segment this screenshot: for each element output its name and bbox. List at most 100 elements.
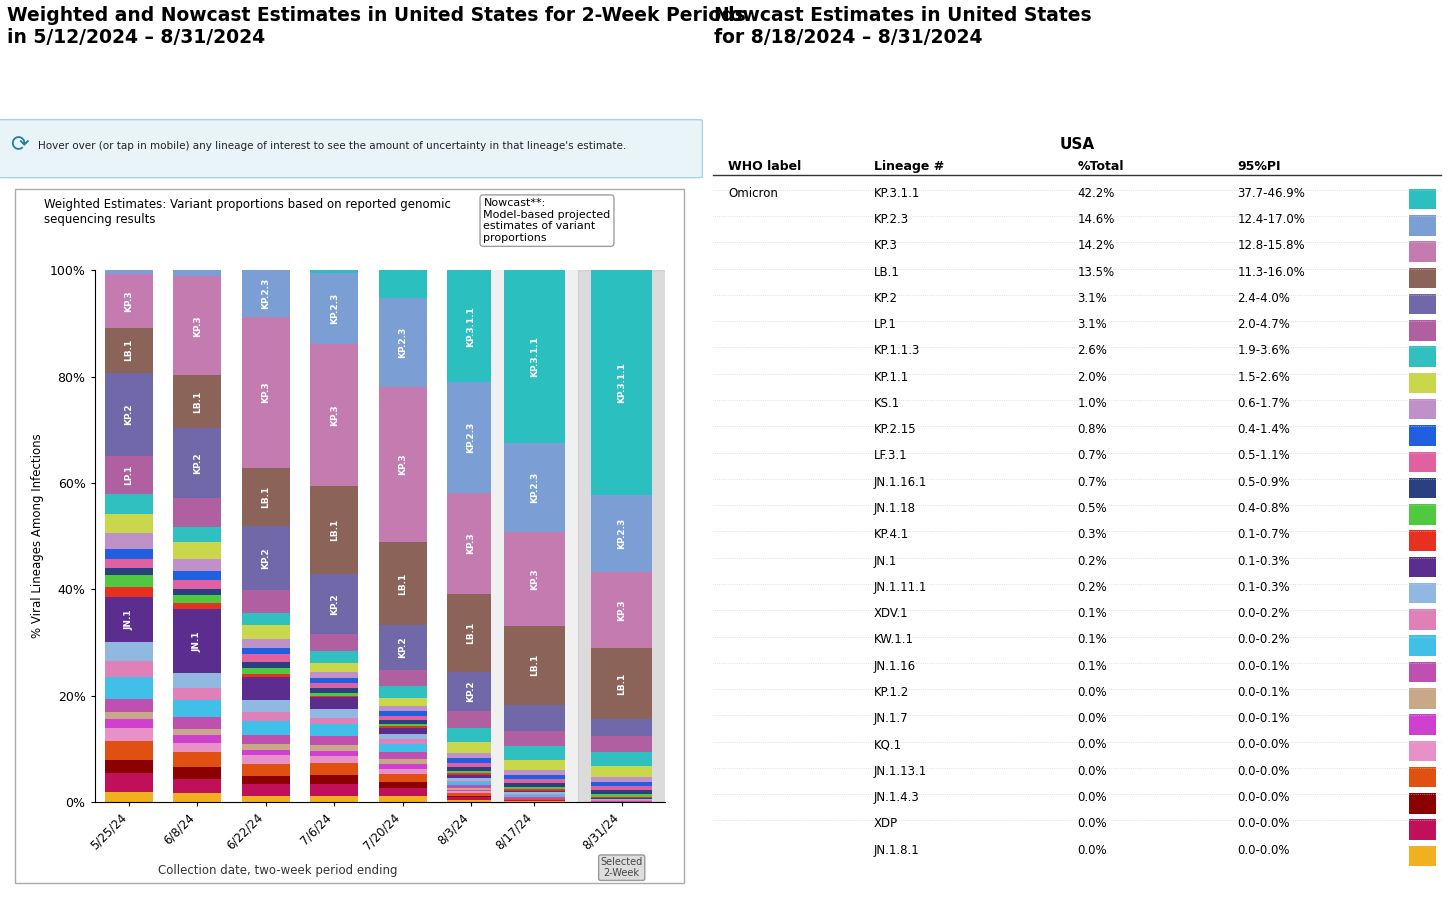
Bar xyxy=(105,661,153,677)
Bar xyxy=(447,382,495,494)
Bar xyxy=(105,274,153,328)
Bar xyxy=(1409,189,1437,209)
Bar xyxy=(310,751,358,757)
Text: 0.2%: 0.2% xyxy=(1077,581,1107,594)
Bar xyxy=(173,542,221,560)
Text: XDV.1: XDV.1 xyxy=(874,607,909,620)
Text: 0.0-0.0%: 0.0-0.0% xyxy=(1238,843,1290,857)
Text: JN.1.18: JN.1.18 xyxy=(874,502,916,515)
Text: Hover over (or tap in mobile) any lineage of interest to see the amount of uncer: Hover over (or tap in mobile) any lineag… xyxy=(38,141,626,150)
Text: 0.0-0.1%: 0.0-0.1% xyxy=(1238,712,1290,725)
Bar xyxy=(105,773,153,792)
Text: 0.0-0.0%: 0.0-0.0% xyxy=(1238,791,1290,804)
Text: KP.3: KP.3 xyxy=(397,454,408,476)
Bar xyxy=(105,373,153,456)
Text: 0.8%: 0.8% xyxy=(1077,423,1107,436)
FancyBboxPatch shape xyxy=(0,120,702,177)
Text: ⟳: ⟳ xyxy=(10,135,29,156)
Bar xyxy=(173,428,221,498)
Text: KP.2: KP.2 xyxy=(466,680,476,702)
Bar xyxy=(105,597,153,642)
Text: Lineage #: Lineage # xyxy=(874,160,943,173)
Bar xyxy=(310,709,358,718)
Bar xyxy=(310,796,358,802)
Bar xyxy=(1409,819,1437,840)
Bar xyxy=(379,720,427,724)
Text: KP.3.1.1: KP.3.1.1 xyxy=(874,187,920,200)
Text: KP.2: KP.2 xyxy=(397,637,408,659)
Bar xyxy=(504,791,565,793)
Text: KS.1: KS.1 xyxy=(874,396,900,410)
Bar xyxy=(1409,661,1437,682)
Bar xyxy=(379,782,427,788)
Bar xyxy=(242,755,290,764)
Bar xyxy=(504,270,565,443)
Bar xyxy=(310,575,358,633)
Bar xyxy=(379,625,427,669)
Text: LB.1: LB.1 xyxy=(329,519,339,542)
Bar xyxy=(242,526,290,590)
Text: Nowcast**:
Model-based projected
estimates of variant
proportions: Nowcast**: Model-based projected estimat… xyxy=(483,198,610,243)
Text: Selected
2-Week: Selected 2-Week xyxy=(600,857,644,878)
Text: 0.0-0.2%: 0.0-0.2% xyxy=(1238,607,1290,620)
Bar xyxy=(504,705,565,731)
Bar xyxy=(310,633,358,651)
Bar xyxy=(379,743,427,752)
Bar xyxy=(379,542,427,625)
Text: KP.2.3: KP.2.3 xyxy=(530,472,539,503)
Bar xyxy=(310,486,358,575)
Bar xyxy=(242,613,290,624)
Bar xyxy=(447,778,495,780)
Text: 0.0-0.0%: 0.0-0.0% xyxy=(1238,739,1290,751)
Bar xyxy=(504,760,565,770)
Bar xyxy=(447,796,495,797)
Text: XDP: XDP xyxy=(874,817,898,831)
Bar xyxy=(105,760,153,773)
Bar xyxy=(310,763,358,775)
Bar xyxy=(242,796,290,802)
Bar xyxy=(310,744,358,751)
Bar xyxy=(242,662,290,669)
Text: LP.1: LP.1 xyxy=(124,465,134,486)
Text: KP.2: KP.2 xyxy=(261,547,271,569)
Text: KP.2.3: KP.2.3 xyxy=(874,213,909,226)
Bar xyxy=(1409,557,1437,578)
Bar xyxy=(447,594,495,672)
Text: 12.8-15.8%: 12.8-15.8% xyxy=(1238,240,1305,252)
Bar xyxy=(310,651,358,663)
Bar xyxy=(447,767,495,770)
Bar xyxy=(1409,767,1437,787)
Bar xyxy=(504,775,565,779)
Text: LB.1: LB.1 xyxy=(124,340,134,361)
Bar xyxy=(105,270,153,274)
Bar xyxy=(173,376,221,428)
Bar xyxy=(173,673,221,688)
Bar xyxy=(504,626,565,705)
Bar xyxy=(379,774,427,782)
Bar xyxy=(447,672,495,711)
Text: 0.4-1.4%: 0.4-1.4% xyxy=(1238,423,1290,436)
Bar xyxy=(1409,609,1437,630)
Text: 0.5-0.9%: 0.5-0.9% xyxy=(1238,476,1290,488)
Y-axis label: % Viral Lineages Among Infections: % Viral Lineages Among Infections xyxy=(31,433,44,639)
Bar xyxy=(173,527,221,542)
Bar xyxy=(242,750,290,755)
Bar xyxy=(504,800,565,801)
Text: 0.1%: 0.1% xyxy=(1077,633,1107,646)
Text: JN.1: JN.1 xyxy=(874,554,897,568)
Bar xyxy=(1409,846,1437,866)
Bar xyxy=(504,796,565,797)
Bar xyxy=(591,794,652,796)
Bar xyxy=(1409,320,1437,341)
Bar xyxy=(173,276,221,376)
Text: KP.3.1.1: KP.3.1.1 xyxy=(617,362,626,403)
Bar xyxy=(1409,583,1437,604)
Text: JN.1: JN.1 xyxy=(124,609,134,630)
Text: KP.3: KP.3 xyxy=(617,599,626,621)
Bar xyxy=(105,514,153,532)
Bar xyxy=(447,785,495,788)
Text: 14.6%: 14.6% xyxy=(1077,213,1115,226)
Bar xyxy=(310,724,358,736)
Text: 0.1-0.7%: 0.1-0.7% xyxy=(1238,528,1290,542)
Text: LB.1: LB.1 xyxy=(466,622,476,644)
